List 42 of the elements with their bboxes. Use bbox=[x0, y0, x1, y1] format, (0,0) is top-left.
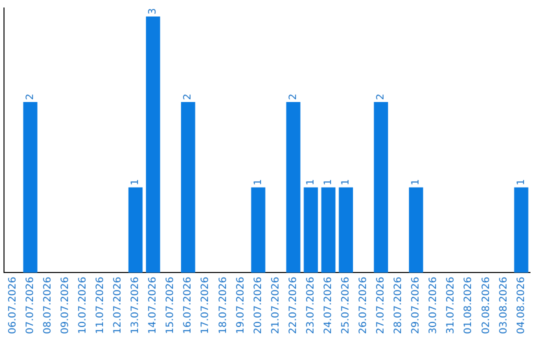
x-tick-label: 04.08.2026 bbox=[516, 276, 527, 334]
data-label: 1 bbox=[305, 178, 316, 186]
x-tick-label: 02.08.2026 bbox=[480, 276, 492, 334]
data-label: 2 bbox=[288, 94, 299, 100]
data-label: 1 bbox=[410, 178, 422, 186]
x-tick-label: 25.07.2026 bbox=[340, 276, 352, 334]
data-label: 1 bbox=[340, 178, 352, 186]
data-label: 1 bbox=[322, 178, 334, 186]
x-tick-label: 16.07.2026 bbox=[182, 276, 194, 334]
x-tick-label: 29.07.2026 bbox=[410, 276, 422, 334]
x-tick-label: 18.07.2026 bbox=[218, 276, 229, 334]
x-tick-label: 01.08.2026 bbox=[463, 276, 474, 334]
x-tick-label: 26.07.2026 bbox=[358, 276, 370, 334]
x-tick-label: 21.07.2026 bbox=[270, 276, 282, 334]
x-tick-label: 15.07.2026 bbox=[165, 276, 176, 334]
x-tick-label: 10.07.2026 bbox=[77, 276, 88, 334]
x-tick-label: 20.07.2026 bbox=[252, 276, 264, 334]
data-label: 3 bbox=[148, 8, 159, 15]
x-tick-label: 17.07.2026 bbox=[200, 276, 212, 334]
x-tick-label: 03.08.2026 bbox=[498, 276, 510, 334]
x-tick-label: 27.07.2026 bbox=[376, 276, 387, 334]
x-tick-label: 09.07.2026 bbox=[60, 276, 71, 334]
x-tick-label: 13.07.2026 bbox=[130, 276, 142, 334]
data-label: 1 bbox=[516, 178, 527, 186]
x-tick-label: 22.07.2026 bbox=[288, 276, 299, 334]
data-label: 1 bbox=[130, 178, 142, 186]
x-tick-label: 07.07.2026 bbox=[24, 276, 36, 334]
x-tick-label: 12.07.2026 bbox=[112, 276, 124, 334]
x-tick-label: 19.07.2026 bbox=[235, 276, 246, 334]
x-tick-label: 06.07.2026 bbox=[7, 276, 18, 334]
x-tick-label: 14.07.2026 bbox=[148, 276, 159, 334]
data-label: 2 bbox=[24, 94, 36, 100]
x-tick-label: 11.07.2026 bbox=[95, 276, 106, 334]
x-tick-label: 23.07.2026 bbox=[305, 276, 316, 334]
x-tick-label: 24.07.2026 bbox=[322, 276, 334, 334]
x-tick-label: 08.07.2026 bbox=[42, 276, 54, 334]
x-tick-label: 30.07.2026 bbox=[428, 276, 440, 334]
data-label: 2 bbox=[376, 94, 387, 100]
data-label: 2 bbox=[182, 94, 194, 100]
x-tick-label: 28.07.2026 bbox=[393, 276, 404, 334]
data-label: 1 bbox=[252, 178, 264, 186]
x-tick-label: 31.07.2026 bbox=[446, 276, 457, 334]
